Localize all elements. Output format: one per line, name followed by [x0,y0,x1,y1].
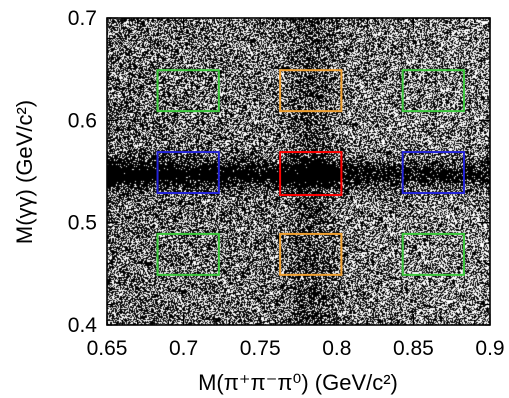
axis-ticks [106,17,491,326]
x-tick-label: 0.7 [169,337,198,360]
sideband-eta-region [401,151,465,194]
x-tick-label: 0.75 [240,337,281,360]
sideband-corner-region [156,232,220,276]
signal-region [279,151,343,197]
x-tick-label: 0.8 [322,337,351,360]
sideband-corner-region [156,69,220,113]
x-tick-label: 0.9 [475,337,504,360]
sideband-corner-region [401,69,465,113]
scatter-points [107,18,490,325]
sideband-omega-region [279,232,343,276]
y-tick-label: 0.7 [68,7,97,30]
y-tick-label: 0.4 [68,314,98,337]
x-axis-label: M(π⁺π⁻π⁰) (GeV/c²) [198,370,398,395]
x-tick-label: 0.85 [393,337,434,360]
x-tick-label: 0.65 [87,337,128,360]
scatter-points-image [107,18,490,325]
x-tick-labels: 0.65 0.7 0.75 0.8 0.85 0.9 [87,337,505,360]
sideband-corner-region [401,232,465,276]
sideband-eta-region [156,151,220,194]
y-tick-label: 0.6 [68,109,97,132]
y-tick-labels: 0.4 0.5 0.6 0.7 [68,7,98,337]
selection-regions [156,69,465,276]
y-tick-label: 0.5 [68,212,97,235]
plot-frame [106,17,491,326]
y-axis-label: M(γγ) (GeV/c²) [12,100,37,244]
sideband-omega-region [279,69,343,113]
